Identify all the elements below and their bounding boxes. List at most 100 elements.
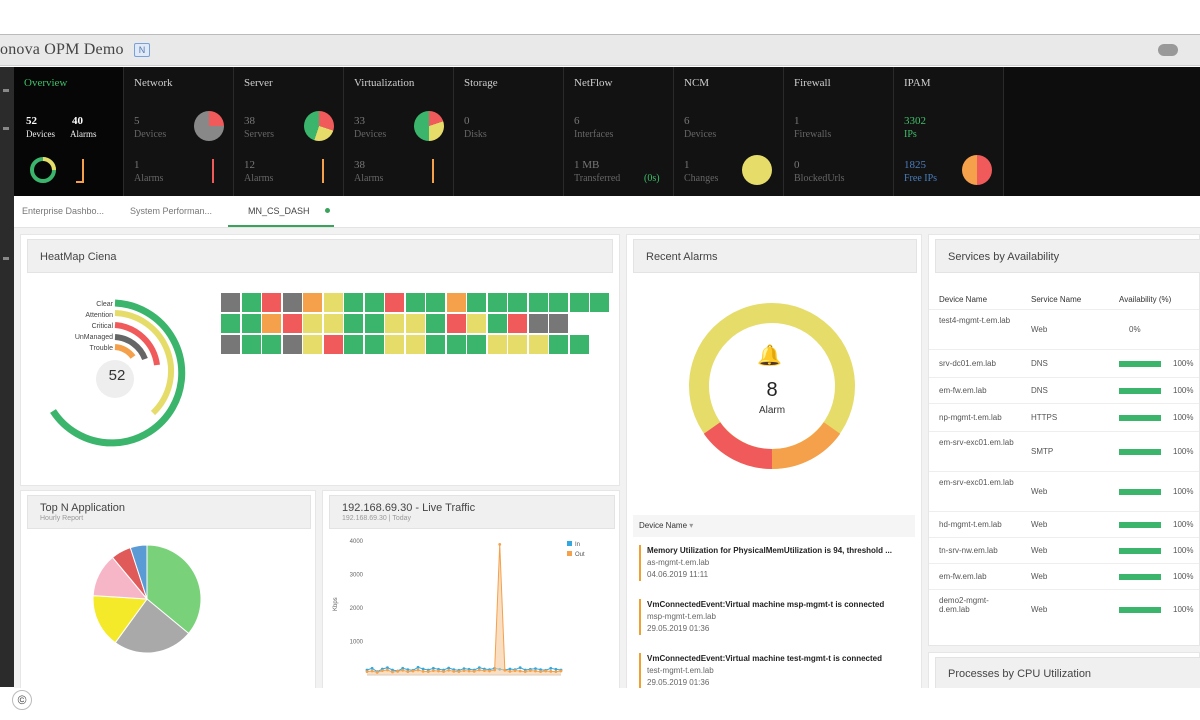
sidebar-marker[interactable] xyxy=(3,127,9,130)
pie-slice[interactable] xyxy=(129,544,148,600)
data-point[interactable] xyxy=(462,667,466,671)
pie-slice[interactable] xyxy=(146,544,202,635)
tab-mn-cs-dash[interactable]: MN_CS_DASH xyxy=(248,206,310,216)
heatmap-cell[interactable] xyxy=(344,335,363,354)
data-point[interactable] xyxy=(365,670,369,674)
sidebar-marker[interactable] xyxy=(3,89,9,92)
data-point[interactable] xyxy=(488,669,491,673)
heatmap-cell[interactable] xyxy=(282,335,302,354)
heatmap-cell[interactable] xyxy=(364,335,384,354)
data-point[interactable] xyxy=(406,670,410,674)
data-point[interactable] xyxy=(370,669,374,673)
title-badge-icon[interactable]: N xyxy=(134,43,150,57)
heatmap-cell[interactable] xyxy=(549,335,568,354)
heatmap-cell[interactable] xyxy=(221,335,240,354)
tab-system-performance[interactable]: System Performan... xyxy=(130,206,213,216)
heatmap-cell[interactable] xyxy=(303,314,322,333)
data-point[interactable] xyxy=(406,668,410,672)
tile-storage[interactable]: Storage 0 Disks xyxy=(454,67,564,196)
data-point[interactable] xyxy=(416,665,420,669)
data-point[interactable] xyxy=(391,670,394,674)
alarm-item[interactable]: VmConnectedEvent:Virtual machine test-mg… xyxy=(639,653,901,689)
services-header-service[interactable]: Service Name xyxy=(1031,295,1082,304)
data-point[interactable] xyxy=(416,668,420,672)
data-point[interactable] xyxy=(431,666,435,670)
services-row[interactable]: em-fw.em.lab DNS 100% xyxy=(929,377,1199,403)
data-point[interactable] xyxy=(493,668,497,672)
heatmap-cell[interactable] xyxy=(549,314,568,333)
services-row[interactable]: hd-mgmt-t.em.lab Web 100% xyxy=(929,511,1199,537)
heatmap-cell[interactable] xyxy=(241,335,261,354)
heatmap-cell[interactable] xyxy=(508,314,527,333)
data-point[interactable] xyxy=(477,666,481,670)
data-point[interactable] xyxy=(401,668,405,672)
heatmap-cell[interactable] xyxy=(569,335,589,354)
tile-firewall[interactable]: Firewall 1 Firewalls 0 BlockedUrls xyxy=(784,67,894,196)
alarm-item[interactable]: Memory Utilization for PhysicalMemUtiliz… xyxy=(639,545,901,581)
heatmap-cell[interactable] xyxy=(487,293,507,312)
pie-slice[interactable] xyxy=(92,595,148,644)
heatmap-cell[interactable] xyxy=(528,293,548,312)
services-header-device[interactable]: Device Name xyxy=(939,295,988,304)
heatmap-cell[interactable] xyxy=(426,293,445,312)
data-point[interactable] xyxy=(396,669,400,673)
heatmap-cell[interactable] xyxy=(467,335,486,354)
legend-swatch[interactable] xyxy=(567,551,572,556)
heatmap-cell[interactable] xyxy=(508,335,527,354)
heatmap-cell[interactable] xyxy=(569,293,589,312)
tile-ipam[interactable]: IPAM 3302 IPs 1825 Free IPs xyxy=(894,67,1004,196)
services-row[interactable]: test4-mgmt-t.em.lab Web 0% xyxy=(929,309,1199,349)
heatmap-cell[interactable] xyxy=(282,314,302,333)
heatmap-cell[interactable] xyxy=(221,314,240,333)
data-point[interactable] xyxy=(386,668,389,672)
data-point[interactable] xyxy=(554,670,558,674)
data-point[interactable] xyxy=(421,669,425,673)
data-point[interactable] xyxy=(534,667,537,671)
data-point[interactable] xyxy=(528,669,532,673)
data-point[interactable] xyxy=(554,667,558,671)
data-point[interactable] xyxy=(523,670,527,674)
alarm-item[interactable]: VmConnectedEvent:Virtual machine msp-mgm… xyxy=(639,599,901,635)
heatmap-cell[interactable] xyxy=(262,314,281,333)
services-row[interactable]: em-srv-exc01.em.lab SMTP 100% xyxy=(929,431,1199,471)
tile-netflow[interactable]: NetFlow 6 Interfaces 1 MB Transferred (0… xyxy=(564,67,674,196)
heatmap-cell[interactable] xyxy=(446,293,466,312)
services-row[interactable]: srv-dc01.em.lab DNS 100% xyxy=(929,349,1199,377)
heatmap-cell[interactable] xyxy=(426,335,445,354)
services-row[interactable]: em-srv-exc01.em.lab Web 100% xyxy=(929,471,1199,511)
data-point[interactable] xyxy=(483,669,486,673)
heatmap-cell[interactable] xyxy=(364,314,384,333)
alarm-table-header[interactable]: Device Name ▾ xyxy=(633,515,915,537)
data-point[interactable] xyxy=(370,666,374,670)
heatmap-cell[interactable] xyxy=(446,335,466,354)
tile-server[interactable]: Server 38 Servers 12 Alarms xyxy=(234,67,344,196)
heatmap-cell[interactable] xyxy=(528,335,548,354)
services-row[interactable]: demo2-mgmt-d.em.lab Web 100% xyxy=(929,589,1199,629)
heatmap-cell[interactable] xyxy=(405,335,425,354)
tab-enterprise-dashboard[interactable]: Enterprise Dashbo... xyxy=(22,206,105,216)
data-point[interactable] xyxy=(426,670,430,674)
data-point[interactable] xyxy=(498,542,502,546)
services-header-availability[interactable]: Availability (%) xyxy=(1119,295,1172,304)
heatmap-cell[interactable] xyxy=(262,335,281,354)
left-sidebar[interactable] xyxy=(0,67,14,687)
pie-slice[interactable] xyxy=(114,598,190,654)
data-point[interactable] xyxy=(513,669,517,673)
data-point[interactable] xyxy=(472,669,476,673)
heatmap-cell[interactable] xyxy=(221,293,240,312)
heatmap-cell[interactable] xyxy=(487,335,507,354)
data-point[interactable] xyxy=(539,670,542,674)
tile-overview[interactable]: Overview 52 Devices 40 Alarms xyxy=(14,67,124,196)
heatmap-cell[interactable] xyxy=(241,314,261,333)
heatmap-cell[interactable] xyxy=(467,293,486,312)
heatmap-cell[interactable] xyxy=(590,293,609,312)
services-row[interactable]: np-mgmt-t.em.lab HTTPS 100% xyxy=(929,403,1199,431)
data-point[interactable] xyxy=(447,666,451,670)
data-point[interactable] xyxy=(549,666,553,670)
data-point[interactable] xyxy=(431,669,435,673)
data-point[interactable] xyxy=(518,669,522,673)
heatmap-cell[interactable] xyxy=(303,335,322,354)
data-point[interactable] xyxy=(539,668,542,672)
data-point[interactable] xyxy=(421,667,425,671)
data-point[interactable] xyxy=(508,669,512,673)
